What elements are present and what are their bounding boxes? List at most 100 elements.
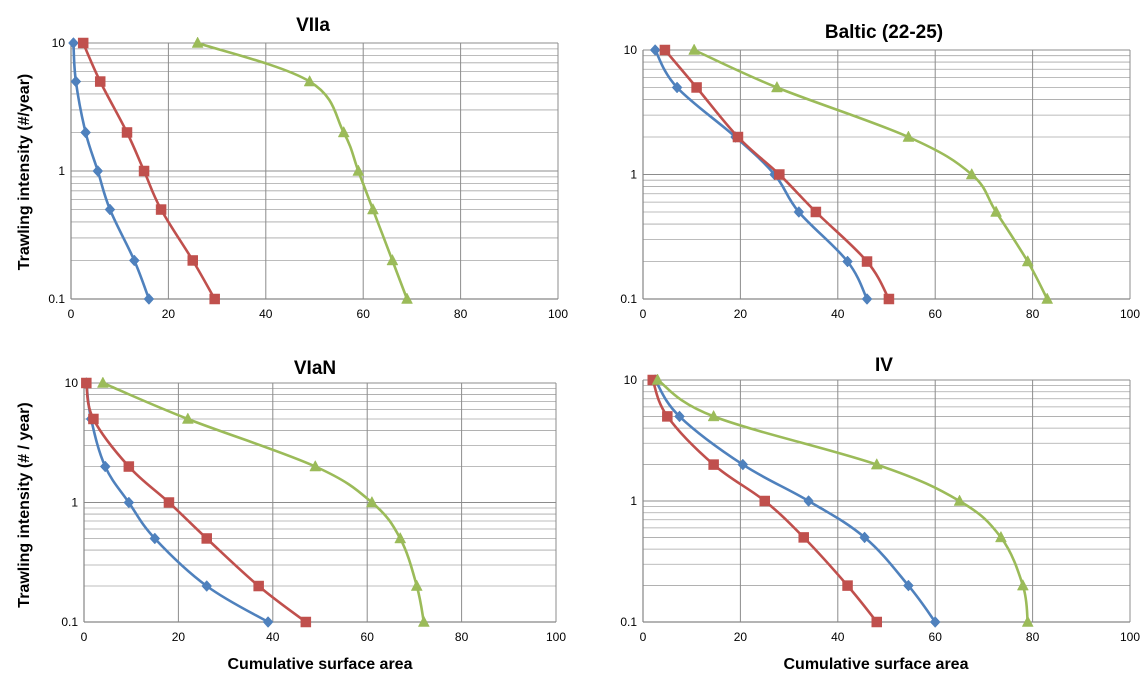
- data-point: [707, 409, 720, 422]
- data-point: [352, 164, 365, 176]
- data-point: [187, 255, 198, 266]
- data-point: [367, 202, 379, 215]
- y-tick-label: 0.1: [61, 615, 78, 629]
- data-point: [798, 532, 809, 543]
- data-point: [309, 459, 322, 472]
- data-point: [143, 293, 155, 305]
- data-point: [191, 36, 204, 48]
- data-point: [1021, 615, 1034, 627]
- grid-lines: [83, 382, 557, 623]
- grid-lines: [642, 379, 1131, 623]
- y-tick-label: 1: [71, 496, 78, 510]
- data-point: [81, 377, 92, 389]
- data-point: [965, 167, 978, 180]
- data-point: [870, 458, 883, 470]
- data-point: [883, 293, 895, 305]
- data-point: [929, 616, 941, 628]
- data-point: [300, 616, 312, 628]
- y-axis-label-bottom: Trawling intensity (# / year): [16, 402, 33, 607]
- data-point: [1021, 254, 1034, 267]
- data-point: [163, 497, 175, 508]
- data-point: [688, 43, 701, 55]
- data-point: [803, 495, 814, 507]
- chart-title: Baltic (22-25): [825, 22, 943, 43]
- data-point: [861, 293, 873, 305]
- data-point: [337, 125, 350, 138]
- x-tick-label: 40: [831, 630, 845, 644]
- data-point: [1016, 579, 1029, 591]
- x-tick-label: 80: [1026, 630, 1040, 644]
- data-point: [253, 580, 264, 592]
- data-point: [70, 75, 82, 88]
- data-point: [649, 44, 661, 56]
- data-point: [691, 82, 702, 93]
- x-tick-label: 0: [640, 307, 647, 321]
- data-point: [92, 165, 104, 177]
- x-tick-label: 100: [548, 307, 568, 321]
- data-point: [859, 531, 870, 544]
- x-tick-label: 0: [81, 630, 88, 644]
- data-point: [77, 37, 89, 49]
- x-tick-label: 0: [68, 307, 75, 321]
- data-point: [861, 256, 873, 267]
- data-point: [96, 376, 109, 388]
- x-tick-label: 100: [1120, 307, 1140, 321]
- data-point: [771, 80, 783, 93]
- data-point: [417, 615, 430, 627]
- y-tick-label: 1: [58, 164, 65, 178]
- data-point: [201, 533, 212, 544]
- data-point: [88, 413, 99, 425]
- data-point: [659, 44, 671, 56]
- y-tick-label: 10: [624, 373, 638, 387]
- data-point: [366, 495, 378, 508]
- chart-title: IV: [875, 355, 893, 376]
- data-point: [793, 206, 805, 218]
- x-tick-label: 20: [172, 630, 186, 644]
- data-point: [842, 255, 853, 268]
- data-point: [674, 410, 685, 423]
- y-tick-label: 1: [630, 168, 637, 182]
- data-point: [394, 531, 407, 544]
- data-point: [138, 165, 150, 177]
- x-tick-label: 80: [454, 307, 468, 321]
- y-axis-label-top: Trawling intensity (#/year): [16, 74, 33, 271]
- y-tick-label: 0.1: [48, 292, 65, 306]
- chart-panel-0: 0 20 40 60 80 100 0.1 1 10 VIIa: [48, 15, 568, 321]
- data-point: [201, 580, 213, 592]
- data-point: [155, 204, 167, 215]
- data-point: [401, 292, 413, 304]
- data-point: [995, 530, 1007, 543]
- x-tick-label: 20: [162, 307, 176, 321]
- x-tick-label: 80: [1026, 307, 1040, 321]
- x-tick-label: 60: [929, 307, 943, 321]
- x-tick-label: 80: [455, 630, 469, 644]
- data-point: [262, 616, 274, 628]
- data-point: [774, 169, 785, 180]
- data-point: [94, 76, 106, 87]
- y-tick-label: 10: [65, 376, 79, 390]
- data-point: [123, 496, 135, 509]
- data-point: [123, 461, 135, 472]
- x-axis-label-right: Cumulative surface area: [784, 656, 969, 673]
- data-point: [1041, 292, 1054, 304]
- chart-panel-2: 0 20 40 60 80 100 0.1 1 10 VIaN: [61, 358, 566, 644]
- data-point: [303, 74, 316, 87]
- data-point: [121, 127, 133, 138]
- x-tick-label: 20: [734, 307, 748, 321]
- chart-title: VIaN: [294, 358, 336, 379]
- x-tick-label: 0: [640, 630, 647, 644]
- data-point: [68, 37, 79, 49]
- data-point: [902, 130, 915, 142]
- data-point: [732, 131, 744, 143]
- data-point: [181, 412, 194, 424]
- data-point: [209, 293, 220, 305]
- data-point: [903, 579, 914, 592]
- data-point: [842, 580, 853, 591]
- data-point: [128, 254, 140, 267]
- data-point: [149, 532, 161, 545]
- chart-panel-3: 0 20 40 60 80 100 0.1 1 10 IV: [620, 355, 1140, 644]
- data-point: [80, 126, 91, 139]
- data-point: [871, 616, 883, 628]
- x-tick-label: 100: [546, 630, 566, 644]
